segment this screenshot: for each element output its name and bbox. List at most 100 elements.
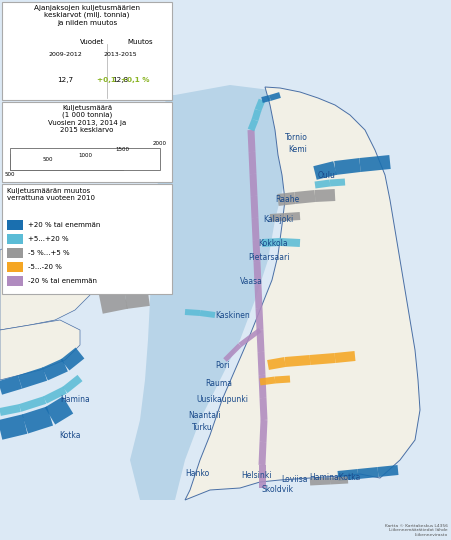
Text: Rauma: Rauma <box>205 380 232 388</box>
Text: 500: 500 <box>5 172 15 177</box>
Text: Hamina: Hamina <box>60 395 90 404</box>
Text: -20 % tai enemmän: -20 % tai enemmän <box>28 278 97 284</box>
Polygon shape <box>19 396 46 412</box>
Polygon shape <box>261 95 271 103</box>
Text: Kokkola: Kokkola <box>258 239 288 247</box>
Bar <box>7 234 23 244</box>
Text: +20 % tai enemmän: +20 % tai enemmän <box>28 222 101 228</box>
Text: Raahe: Raahe <box>275 195 299 205</box>
Bar <box>10 154 123 170</box>
Polygon shape <box>0 414 28 440</box>
Polygon shape <box>257 330 264 352</box>
Polygon shape <box>259 376 276 386</box>
Text: Kuljetusmäärä
(1 000 tonnia)
Vuosien 2013, 2014 ja
2015 keskiarvo: Kuljetusmäärä (1 000 tonnia) Vuosien 201… <box>48 105 126 132</box>
Text: +0,1  +0,1 %: +0,1 +0,1 % <box>97 77 150 83</box>
Polygon shape <box>334 158 361 175</box>
Polygon shape <box>22 407 53 434</box>
Polygon shape <box>335 351 355 363</box>
Text: 2000: 2000 <box>153 141 167 146</box>
Polygon shape <box>358 467 378 479</box>
Text: 500: 500 <box>42 157 53 162</box>
Text: 1500: 1500 <box>115 147 129 152</box>
Polygon shape <box>123 278 150 309</box>
Polygon shape <box>239 328 262 347</box>
Polygon shape <box>97 281 128 314</box>
Polygon shape <box>223 343 242 362</box>
Text: Loviisa: Loviisa <box>282 476 308 484</box>
Polygon shape <box>0 238 95 330</box>
Polygon shape <box>313 161 337 180</box>
Text: Skoldvik: Skoldvik <box>262 485 294 495</box>
Polygon shape <box>248 130 256 152</box>
Text: Pori: Pori <box>215 361 230 369</box>
Polygon shape <box>252 109 261 121</box>
Polygon shape <box>259 420 267 442</box>
Polygon shape <box>252 218 259 240</box>
Text: HaminaKotka: HaminaKotka <box>309 474 361 483</box>
Polygon shape <box>258 375 267 398</box>
Polygon shape <box>275 375 290 383</box>
Text: 12,7: 12,7 <box>57 77 73 83</box>
Text: Kotka: Kotka <box>59 430 81 440</box>
Bar <box>10 160 85 170</box>
Polygon shape <box>280 238 300 247</box>
Text: Kemi: Kemi <box>288 145 307 154</box>
Text: Uusikaupunki: Uusikaupunki <box>196 395 248 404</box>
Polygon shape <box>337 469 359 481</box>
Polygon shape <box>330 476 348 484</box>
Text: 1000: 1000 <box>78 153 92 158</box>
Text: -5...-20 %: -5...-20 % <box>28 264 62 270</box>
Polygon shape <box>330 179 345 186</box>
Polygon shape <box>267 357 286 370</box>
Text: Turku: Turku <box>192 423 213 433</box>
Polygon shape <box>45 396 73 424</box>
Polygon shape <box>249 152 257 174</box>
Polygon shape <box>248 119 258 131</box>
Polygon shape <box>309 353 336 365</box>
Text: 2009-2012: 2009-2012 <box>48 52 82 57</box>
Polygon shape <box>254 285 262 308</box>
Polygon shape <box>0 375 22 395</box>
Polygon shape <box>18 367 47 389</box>
Text: 12,8: 12,8 <box>112 77 128 83</box>
Text: Oulu: Oulu <box>318 171 336 179</box>
Text: Ajanjaksojen kuljetusmäärien
keskiarvot (milj. tonnia)
ja niiden muutos: Ajanjaksojen kuljetusmäärien keskiarvot … <box>34 5 140 25</box>
Bar <box>2 102 172 182</box>
Polygon shape <box>185 87 420 500</box>
Text: 2013-2015: 2013-2015 <box>103 52 137 57</box>
Text: Naantali: Naantali <box>188 410 221 420</box>
Polygon shape <box>310 477 330 485</box>
Text: -5 %...+5 %: -5 %...+5 % <box>28 250 69 256</box>
Polygon shape <box>270 213 285 222</box>
Text: +5...+20 %: +5...+20 % <box>28 236 69 242</box>
Polygon shape <box>285 212 300 221</box>
Polygon shape <box>0 320 80 380</box>
Polygon shape <box>249 174 258 196</box>
Text: Muutos: Muutos <box>127 39 152 45</box>
Polygon shape <box>285 355 310 367</box>
Polygon shape <box>0 404 21 416</box>
Polygon shape <box>377 465 399 477</box>
Polygon shape <box>43 387 67 403</box>
Text: Tornio: Tornio <box>285 133 308 143</box>
Text: Kaskinen: Kaskinen <box>215 312 250 321</box>
Polygon shape <box>259 398 267 420</box>
Text: Hanko: Hanko <box>185 469 209 478</box>
Text: Helsinki: Helsinki <box>241 471 271 481</box>
Polygon shape <box>253 262 262 285</box>
Bar <box>7 262 23 272</box>
Polygon shape <box>250 196 258 218</box>
Text: Kalajoki: Kalajoki <box>263 215 293 225</box>
Polygon shape <box>42 359 68 380</box>
Bar <box>7 248 23 258</box>
Polygon shape <box>185 309 200 316</box>
Bar <box>7 276 23 286</box>
Bar <box>2 2 172 100</box>
Polygon shape <box>359 155 391 172</box>
Polygon shape <box>255 99 265 111</box>
Text: Pietarsaari: Pietarsaari <box>248 253 290 261</box>
Bar <box>10 148 160 170</box>
Polygon shape <box>256 308 263 330</box>
Polygon shape <box>63 375 83 393</box>
Polygon shape <box>262 238 280 247</box>
